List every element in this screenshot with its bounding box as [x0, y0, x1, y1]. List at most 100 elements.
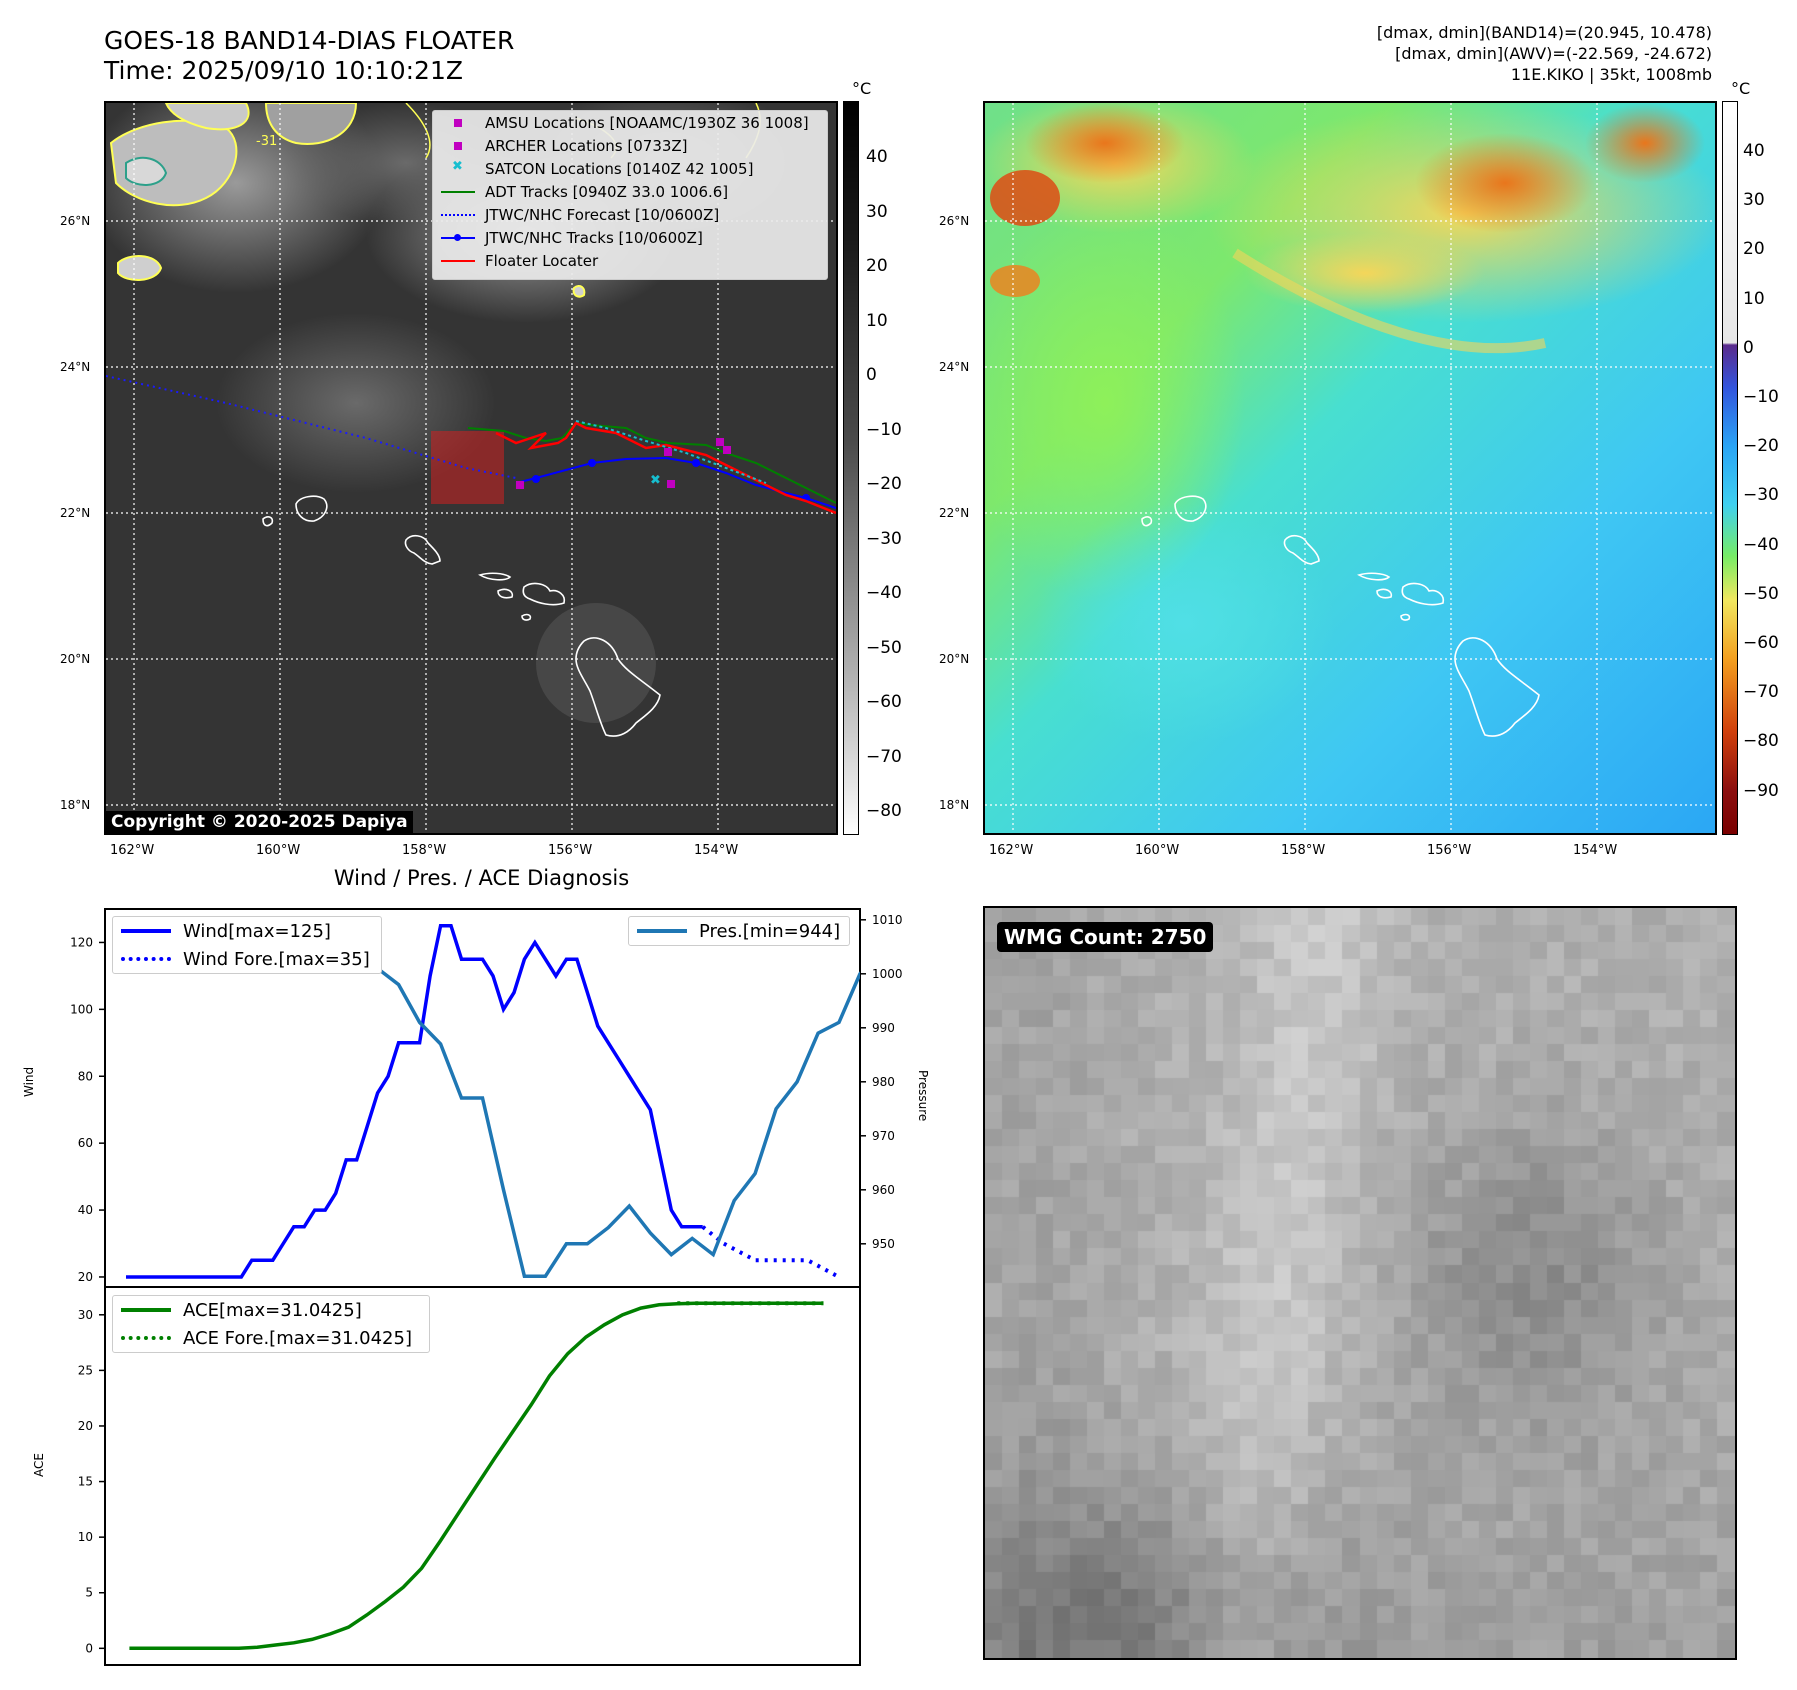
legend-line-swatch — [121, 926, 171, 936]
copyright-label: Copyright © 2020-2025 Dapiya — [106, 811, 413, 833]
wv-colorbar — [1722, 101, 1738, 835]
series-line-wind-fore--max---- — [701, 1225, 840, 1279]
wv-colorbar-tick: 10 — [1743, 288, 1765, 309]
ir-legend-item: ✖ SATCON Locations [0140Z 42 1005] — [433, 157, 827, 180]
wv-colorbar-tick: −10 — [1743, 387, 1779, 407]
chart-legend-item: ACE Fore.[max=31.0425] — [113, 1324, 429, 1352]
info-line-1: [dmax, dmin](BAND14)=(20.945, 10.478) — [1376, 23, 1712, 42]
longitude-label: 154°W — [694, 843, 739, 858]
ir-legend-item: ARCHER Locations [0733Z] — [433, 134, 827, 157]
ir-colorbar-tick: 0 — [866, 365, 877, 385]
longitude-label: 160°W — [1135, 843, 1180, 858]
wv-gridlines — [985, 103, 1715, 833]
legend-line-swatch — [121, 954, 171, 964]
wv-colorbar-tick: 0 — [1743, 337, 1754, 358]
y-tick-label: 120 — [70, 935, 93, 949]
wv-coastlines — [1141, 495, 1540, 737]
wv-map-image — [985, 103, 1715, 833]
figure-title: GOES-18 BAND14-DIAS FLOATER Time: 2025/0… — [104, 26, 514, 86]
chart-legend-label: Pres.[min=944] — [699, 920, 841, 942]
ir-colorbar-tick: −10 — [866, 419, 902, 440]
wv-colorbar-tick: −80 — [1743, 731, 1779, 752]
wv-colorbar-tick: −60 — [1743, 633, 1779, 653]
ir-colorbar-tick: −20 — [866, 474, 902, 494]
legend-line-swatch — [637, 926, 687, 936]
pressure-legend: Pres.[min=944] — [628, 916, 850, 946]
y-tick-label: 25 — [78, 1363, 93, 1377]
chart-legend-item: Wind[max=125] — [113, 917, 381, 945]
wind-legend: Wind[max=125] Wind Fore.[max=35] — [112, 916, 382, 974]
ir-colorbar-tick: 10 — [866, 310, 888, 331]
legend-line-swatch — [121, 1333, 171, 1343]
legend-symbol-line — [439, 254, 477, 268]
y-tick-label: 100 — [70, 1002, 93, 1016]
ir-legend-item: JTWC/NHC Tracks [10/0600Z] — [433, 226, 827, 249]
y2-tick-label: 970 — [872, 1129, 895, 1143]
y-tick-label: 15 — [78, 1475, 93, 1489]
latitude-label: 20°N — [60, 652, 91, 666]
legend-symbol-line — [439, 185, 477, 199]
wv-colorbar-tick: −90 — [1743, 780, 1779, 801]
ir-legend-label: JTWC/NHC Forecast [10/0600Z] — [485, 205, 720, 224]
ir-contour-label: -31 — [256, 134, 277, 149]
longitude-label: 158°W — [1281, 843, 1326, 858]
latitude-label: 18°N — [939, 798, 970, 812]
wv-colorbar-tick: −50 — [1743, 583, 1779, 604]
y-tick-label: 20 — [78, 1419, 93, 1433]
wv-colorbar-tick: −70 — [1743, 682, 1779, 703]
legend-symbol-square — [439, 139, 477, 153]
longitude-label: 158°W — [402, 843, 447, 858]
ir-legend-label: ARCHER Locations [0733Z] — [485, 136, 688, 155]
adt-track — [467, 421, 836, 504]
ace-axis-label: ACE — [32, 1453, 46, 1477]
wv-colorbar-unit: °C — [1731, 79, 1751, 98]
latitude-label: 22°N — [939, 506, 970, 520]
chart-legend-item: Wind Fore.[max=35] — [113, 945, 381, 973]
ir-legend-label: AMSU Locations [NOAAMC/1930Z 36 1008] — [485, 113, 809, 132]
ir-legend-label: JTWC/NHC Tracks [10/0600Z] — [485, 228, 703, 247]
title-line-2: Time: 2025/09/10 10:10:21Z — [104, 56, 463, 85]
ir-colorbar-tick: 20 — [866, 256, 888, 276]
ir-legend-item: Floater Locater — [433, 249, 827, 272]
ir-legend-item: ADT Tracks [0940Z 33.0 1006.6] — [433, 180, 827, 203]
satcon-track — [575, 420, 767, 484]
wmg-image — [985, 908, 1735, 1658]
y2-tick-label: 960 — [872, 1183, 895, 1197]
latitude-label: 26°N — [60, 214, 91, 228]
y-tick-label: 40 — [78, 1203, 93, 1217]
wv-colorbar-tick: 40 — [1743, 141, 1765, 161]
latitude-label: 18°N — [60, 798, 91, 812]
longitude-label: 156°W — [1427, 843, 1472, 858]
wv-map-panel — [983, 101, 1717, 835]
amsu-archer-points — [516, 438, 731, 489]
ir-legend-item: AMSU Locations [NOAAMC/1930Z 36 1008] — [433, 111, 827, 134]
y2-tick-label: 990 — [872, 1021, 895, 1035]
series-line-wind-max----- — [126, 923, 703, 1279]
y2-tick-label: 1010 — [872, 913, 903, 927]
ir-legend-item: JTWC/NHC Forecast [10/0600Z] — [433, 203, 827, 226]
y-tick-label: 20 — [78, 1270, 93, 1284]
ir-colorbar-tick: 30 — [866, 201, 888, 222]
legend-symbol-dotted — [439, 208, 477, 222]
y2-tick-label: 950 — [872, 1237, 895, 1251]
pressure-axis-label: Pressure — [916, 1070, 930, 1122]
ir-legend: AMSU Locations [NOAAMC/1930Z 36 1008] ARC… — [432, 110, 828, 280]
storm-info: [dmax, dmin](BAND14)=(20.945, 10.478) [d… — [1377, 22, 1712, 85]
wind-axis-label: Wind — [22, 1066, 36, 1097]
longitude-label: 160°W — [256, 843, 301, 858]
latitude-label: 24°N — [939, 360, 970, 374]
latitude-label: 26°N — [939, 214, 970, 228]
info-line-3: 11E.KIKO | 35kt, 1008mb — [1510, 65, 1712, 84]
ir-map-panel: -31 — [104, 101, 838, 835]
latitude-label: 22°N — [60, 506, 91, 520]
longitude-label: 162°W — [110, 843, 155, 858]
ir-colorbar-tick: −50 — [866, 637, 902, 658]
wmg-count-badge: WMG Count: 2750 — [997, 922, 1214, 952]
satcon-marker: ✖ — [650, 473, 661, 488]
y-tick-label: 10 — [78, 1530, 93, 1544]
longitude-label: 156°W — [548, 843, 593, 858]
longitude-label: 154°W — [1573, 843, 1618, 858]
ir-coastlines — [262, 495, 661, 737]
latitude-label: 24°N — [60, 360, 91, 374]
